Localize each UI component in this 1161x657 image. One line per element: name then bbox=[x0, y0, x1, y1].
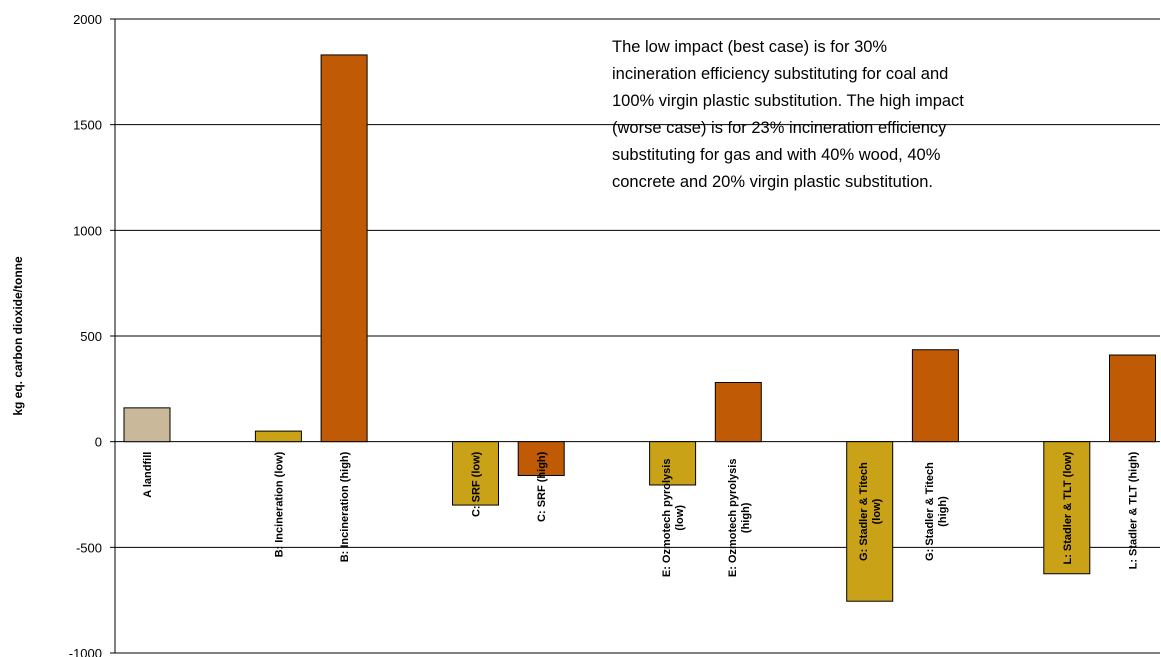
category-label-line: (low) bbox=[674, 505, 686, 531]
bar bbox=[452, 441, 499, 506]
category-labels: A landfill B: Incineration (low) B: Incine… bbox=[142, 451, 1140, 577]
category-label-line: G: Stadler & Titech bbox=[924, 462, 936, 561]
bar bbox=[1109, 354, 1156, 443]
bar bbox=[714, 381, 762, 443]
y-tick-label: 0 bbox=[95, 435, 102, 450]
y-tick-label: -500 bbox=[76, 540, 102, 555]
bar bbox=[1043, 441, 1091, 575]
y-tick-labels: 2000 1500 1000 500 0 -500 -1000 bbox=[69, 12, 102, 657]
axes bbox=[110, 18, 1160, 654]
category-label-line: L: Stadler & TLT (high) bbox=[1128, 451, 1140, 569]
y-tick-label: 1500 bbox=[73, 118, 102, 133]
category-label-line: (low) bbox=[871, 498, 883, 524]
category-label-line: E: Ozmotech pyrolysis bbox=[727, 459, 739, 578]
category-label: G: Stadler & Titech (low) bbox=[858, 462, 883, 561]
category-label-line: B: Incineration (high) bbox=[339, 451, 351, 562]
bar bbox=[649, 441, 697, 486]
category-label-line: A landfill bbox=[142, 452, 154, 498]
bar bbox=[123, 407, 171, 443]
bar bbox=[320, 54, 368, 443]
bar bbox=[254, 430, 302, 443]
category-label: L: Stadler & TLT (high) bbox=[1128, 451, 1140, 569]
category-label: L: Stadler & TLT (low) bbox=[1062, 451, 1074, 564]
chart-annotation: The low impact (best case) is for 30% in… bbox=[612, 38, 964, 191]
category-label: B: Incineration (high) bbox=[339, 451, 351, 562]
bar bbox=[846, 441, 894, 602]
category-label: E: Ozmotech pyrolysis (low) bbox=[661, 459, 686, 578]
category-label-line: L: Stadler & TLT (low) bbox=[1062, 451, 1074, 564]
y-tick-label: 2000 bbox=[73, 12, 102, 27]
category-label-line: C: SRF (high) bbox=[536, 451, 548, 522]
category-label: B: Incineration (low) bbox=[273, 451, 285, 557]
category-label-line: (high) bbox=[937, 496, 949, 527]
bar bbox=[517, 441, 565, 476]
bar bbox=[911, 349, 959, 443]
y-tick-label: -1000 bbox=[69, 646, 102, 657]
category-label: C: SRF (low) bbox=[471, 451, 483, 517]
y-tick-label: 1000 bbox=[73, 223, 102, 238]
category-label-line: E: Ozmotech pyrolysis bbox=[661, 459, 673, 578]
y-tick-label: 500 bbox=[80, 329, 102, 344]
bars bbox=[123, 54, 1156, 602]
category-label-line: (high) bbox=[740, 502, 752, 533]
category-label: A landfill bbox=[142, 452, 154, 498]
category-label: E: Ozmotech pyrolysis (high) bbox=[727, 459, 752, 578]
category-label-line: C: SRF (low) bbox=[471, 451, 483, 517]
category-label: C: SRF (high) bbox=[536, 451, 548, 522]
category-label-line: G: Stadler & Titech bbox=[858, 462, 870, 561]
category-label-line: B: Incineration (low) bbox=[273, 451, 285, 557]
category-label: G: Stadler & Titech (high) bbox=[924, 462, 949, 561]
y-axis-label: kg eq. carbon dioxide/tonne bbox=[11, 256, 25, 416]
